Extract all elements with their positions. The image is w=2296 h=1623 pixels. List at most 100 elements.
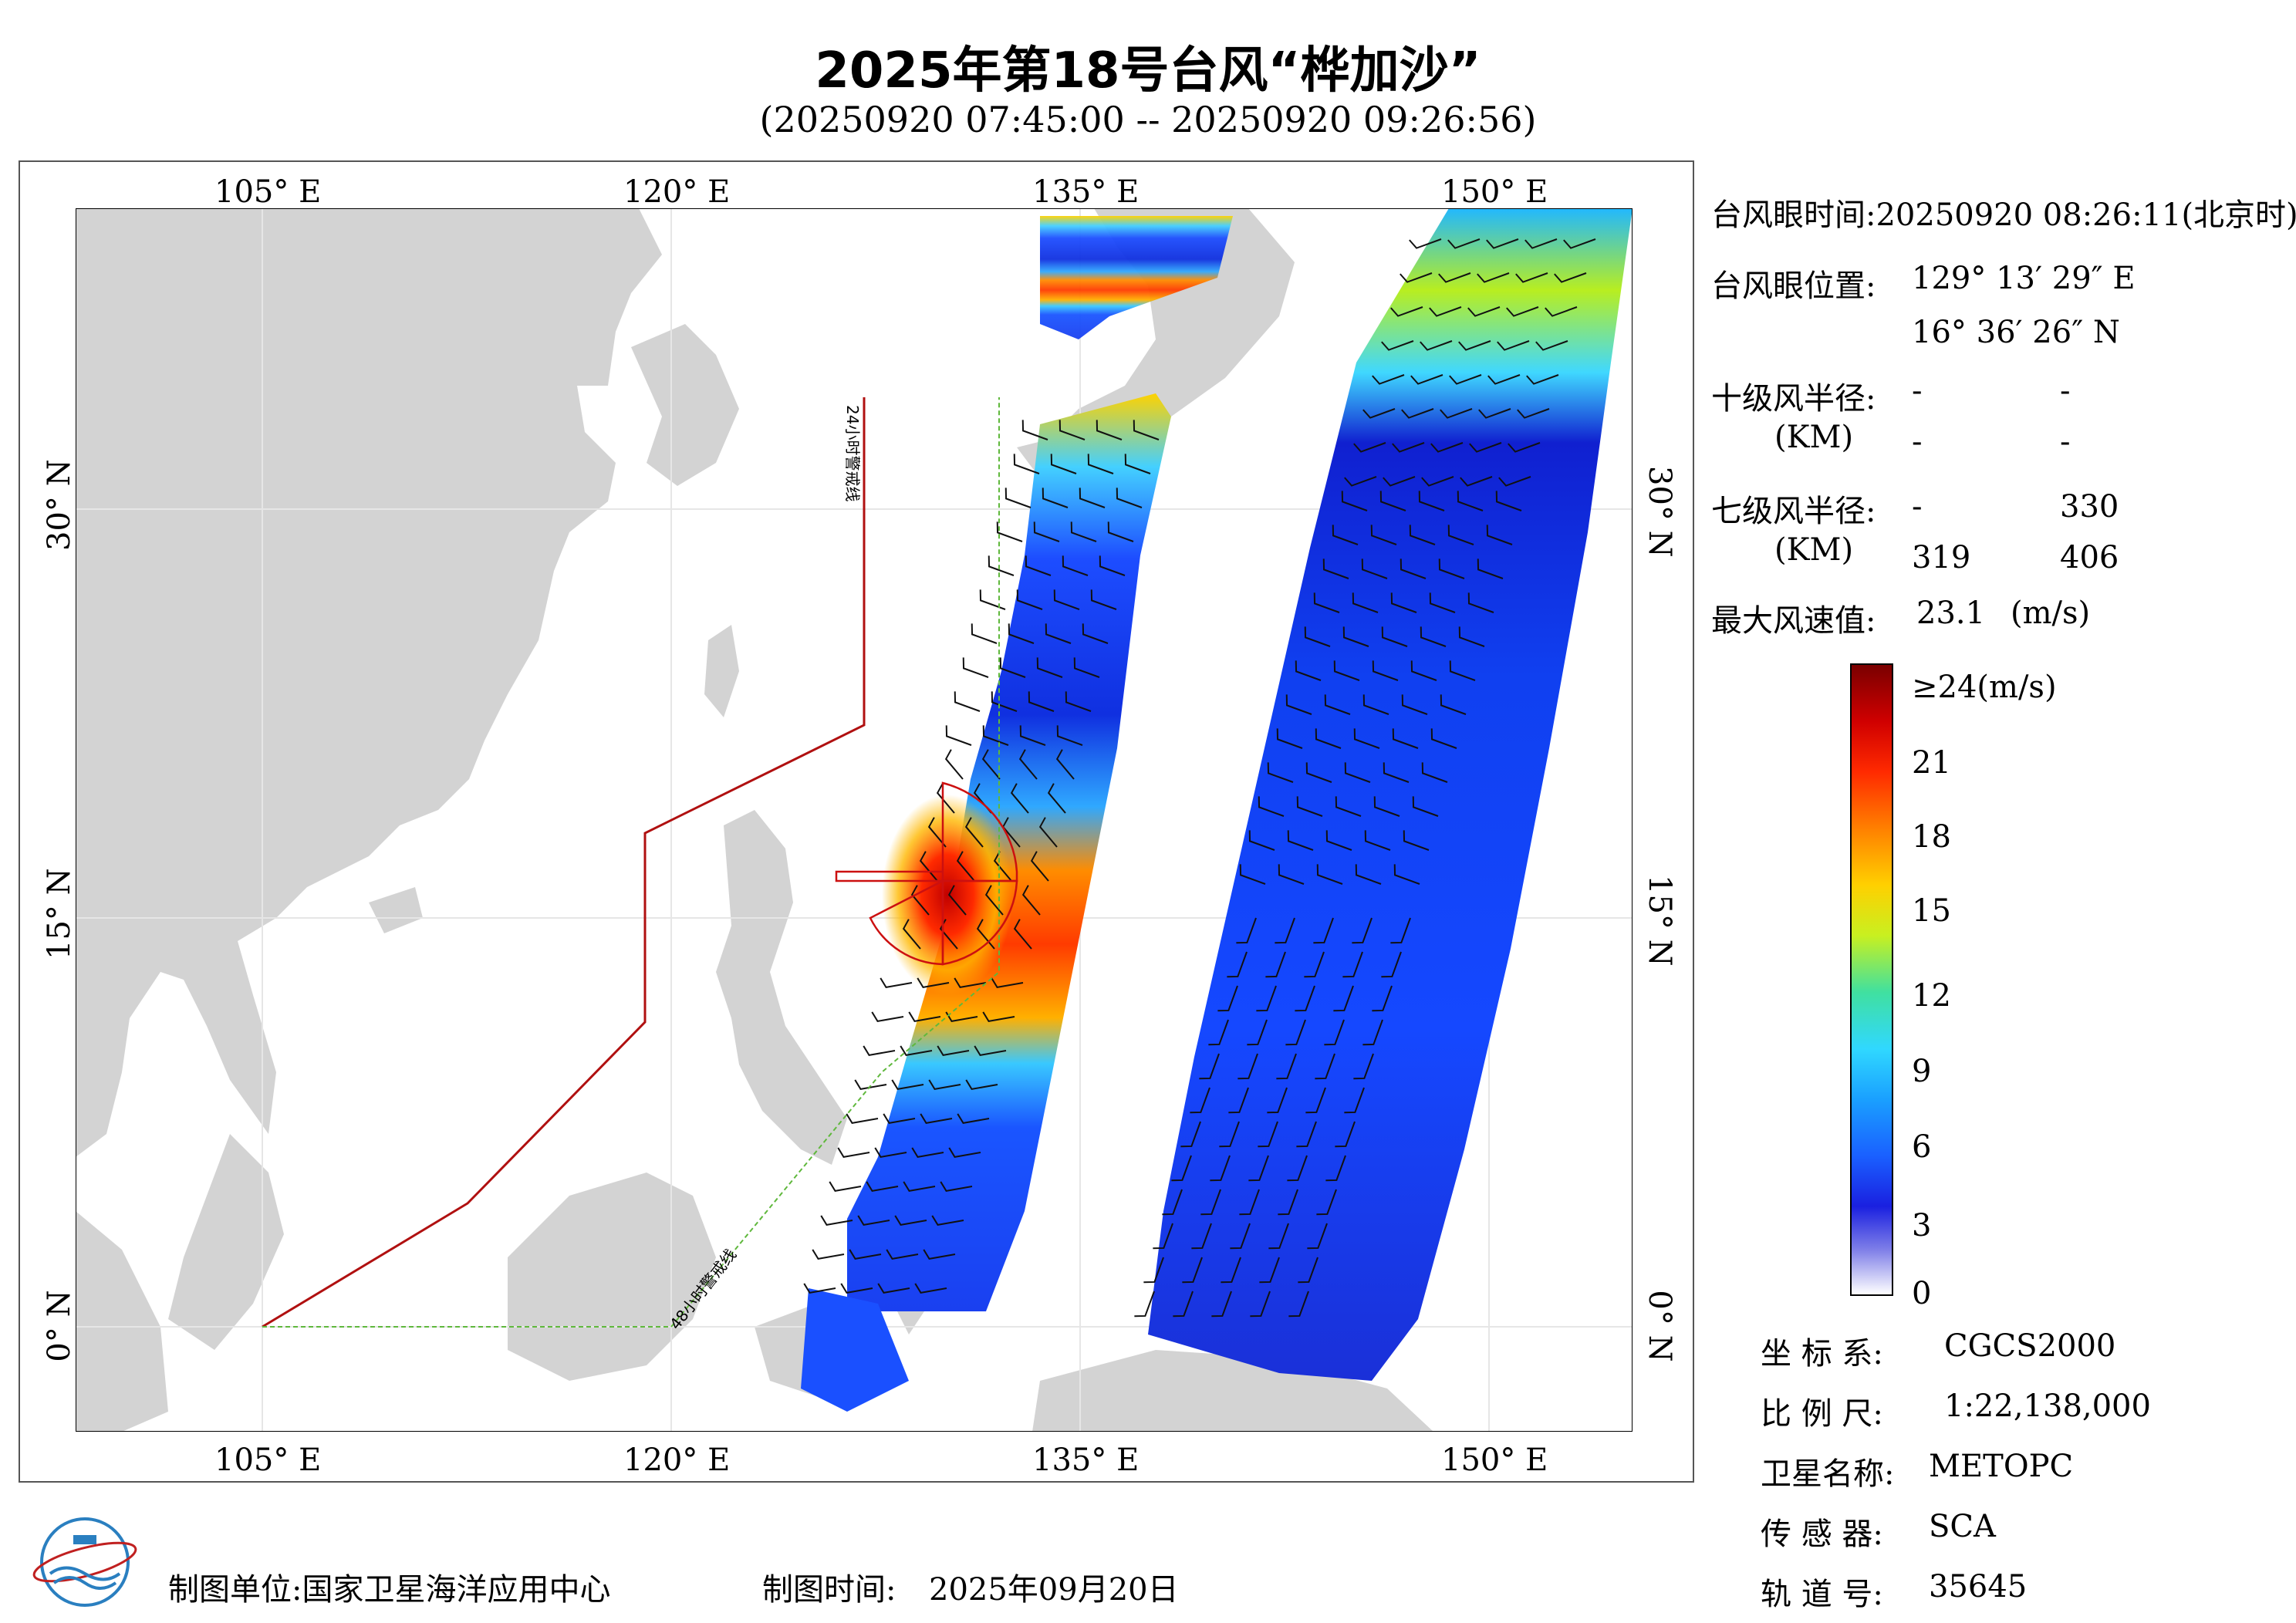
wind-barb (1410, 374, 1443, 385)
wind-barb (1030, 851, 1049, 882)
wind-barb (1381, 951, 1402, 978)
wind-barb (1004, 488, 1032, 508)
wind-barb (1228, 1087, 1249, 1114)
wind-barb (1087, 454, 1114, 474)
wind-barb (1116, 488, 1143, 508)
r7-km-label: (KM) (1774, 532, 1854, 568)
wind-barb (902, 919, 921, 950)
wind-barb (1267, 762, 1294, 783)
wind-barb (1554, 272, 1587, 283)
max-wind-value: 23.1 (1916, 596, 1986, 631)
wind-barb (1372, 985, 1393, 1012)
wind-barb (837, 1147, 870, 1159)
wind-barb (1353, 728, 1380, 749)
wind-barb (1508, 442, 1541, 453)
wind-barb (854, 1079, 887, 1091)
lat-tick-left-0: 0° N (42, 1290, 77, 1362)
wind-barb (1403, 830, 1430, 851)
eye-position-lat: 16° 36′ 26″ N (1912, 315, 2120, 350)
wind-barb (993, 851, 1012, 882)
wind-barb (1545, 306, 1578, 317)
eye-time-row: 台风眼时间:20250920 08:26:11(北京时) (1711, 190, 2296, 235)
wind-barb (1381, 626, 1408, 647)
wind-barb (936, 783, 955, 814)
wind-barb (1021, 420, 1048, 440)
wind-barb (1258, 796, 1285, 817)
lon-tick-bottom-150: 150° E (1441, 1442, 1548, 1478)
wind-barb (1045, 623, 1072, 644)
wind-barb (1477, 558, 1504, 579)
wind-barb (1010, 783, 1029, 814)
wind-barb (1324, 694, 1351, 715)
wind-barb (914, 1283, 947, 1294)
wind-barb (982, 725, 1009, 746)
wind-barb (1342, 951, 1363, 978)
wind-barb (971, 623, 998, 644)
wind-barb (1372, 660, 1399, 681)
colorbar-top-label: ≥24(m/s) (1912, 670, 2057, 705)
wind-barb (1430, 442, 1464, 453)
wind-barb (886, 1249, 919, 1260)
wind-field-map[interactable]: 24小时警戒线 48小时警戒线 (76, 208, 1633, 1432)
wind-barb (1420, 340, 1453, 351)
wind-barb (1467, 306, 1501, 317)
max-wind-label: 最大风速值: (1711, 603, 1876, 639)
wind-barb (1429, 306, 1462, 317)
footer-date-value: 2025年09月20日 (929, 1572, 1179, 1608)
wind-barb (927, 817, 947, 848)
wind-barb (900, 1045, 933, 1057)
lat-tick-left-30: 30° N (42, 459, 77, 551)
wind-barb (1315, 1053, 1335, 1080)
r7-value-4: 406 (2060, 540, 2119, 575)
r10-label: 十级风半径: (1711, 381, 1876, 417)
wind-barb (1099, 555, 1126, 576)
wind-barb (1221, 1257, 1241, 1284)
wind-barb (964, 817, 984, 848)
wind-barb (996, 521, 1023, 542)
wind-barb (920, 1113, 953, 1125)
wind-barb (1438, 272, 1471, 283)
wind-barb (1276, 1053, 1297, 1080)
page-title: 2025年第18号台风“桦加沙” (815, 42, 1481, 100)
wind-barb (1373, 796, 1400, 817)
wind-barb (1440, 408, 1473, 419)
wind-barb (1400, 272, 1433, 283)
wind-barb (1008, 623, 1035, 644)
colorbar-tick-15: 15 (1912, 893, 1951, 929)
wind-barb (1322, 558, 1349, 579)
wind-barb (957, 1113, 990, 1125)
wind-barb (1287, 830, 1314, 851)
wind-barb (1191, 1223, 1212, 1250)
wind-barb (1362, 694, 1389, 715)
lon-tick-bottom-120: 120° E (623, 1442, 731, 1478)
wind-barb (1073, 657, 1100, 678)
wind-barb (1268, 1223, 1289, 1250)
lon-tick-top-135: 135° E (1032, 174, 1140, 210)
wind-barb (1362, 1019, 1383, 1046)
wind-barb (903, 1181, 936, 1193)
colorbar-tick-9: 9 (1912, 1054, 1932, 1089)
wind-barb (820, 1215, 853, 1227)
wind-barb (1298, 1257, 1319, 1284)
wind-barb (1344, 762, 1371, 783)
wind-barb (1341, 491, 1368, 511)
wind-barb (1364, 830, 1391, 851)
wind-barb (940, 1181, 973, 1193)
wind-barb (999, 657, 1026, 678)
coord-value: CGCS2000 (1944, 1328, 2116, 1364)
wind-barb (1247, 1019, 1268, 1046)
wind-barb (1524, 238, 1558, 249)
r7-value-3: 319 (1912, 540, 1971, 575)
wind-barb (1447, 238, 1481, 249)
wind-barb (1440, 694, 1467, 715)
wind-barb (1393, 864, 1420, 885)
wind-barb (1028, 691, 1055, 712)
wind-barb (1013, 454, 1040, 474)
wind-barb (1325, 1155, 1346, 1182)
lon-tick-bottom-105: 105° E (214, 1442, 322, 1478)
wind-barb (1353, 442, 1386, 453)
wind-barb (1383, 476, 1416, 487)
wind-barb (1315, 728, 1342, 749)
wind-barb (984, 885, 1004, 916)
wind-barb (1019, 725, 1046, 746)
